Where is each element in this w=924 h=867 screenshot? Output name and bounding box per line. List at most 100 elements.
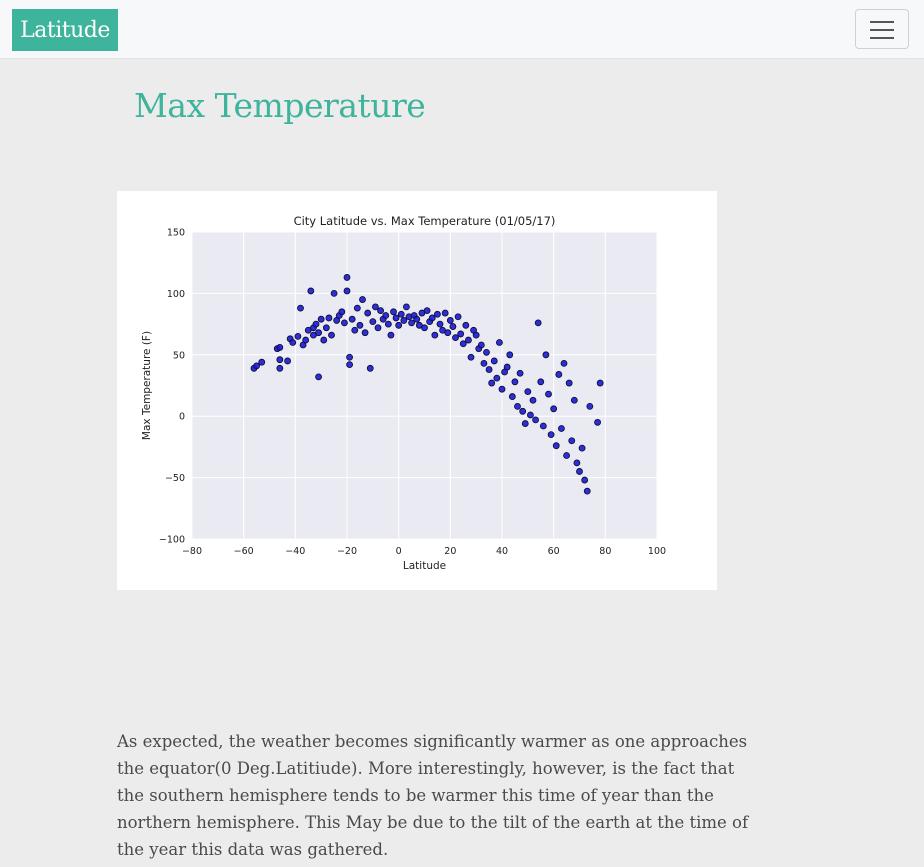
data-point (413, 315, 421, 323)
data-point (330, 290, 338, 297)
data-point (346, 361, 353, 369)
data-point (485, 366, 493, 373)
data-point (480, 359, 488, 367)
brand-link[interactable]: Latitude (12, 9, 118, 51)
navbar: Latitude (0, 0, 924, 59)
data-point (317, 315, 325, 323)
data-point (361, 329, 369, 337)
menu-toggle-button[interactable] (855, 9, 909, 49)
data-point (454, 313, 462, 321)
data-point (578, 444, 586, 452)
y-tick-label: −50 (165, 473, 185, 484)
data-point (322, 324, 330, 332)
data-point (444, 329, 452, 337)
data-point (449, 323, 457, 330)
data-point (408, 319, 415, 327)
data-point (431, 331, 439, 339)
data-point (284, 357, 291, 365)
data-point (403, 303, 410, 311)
data-point (496, 339, 503, 346)
data-point (527, 411, 534, 419)
data-point (297, 304, 304, 312)
data-point (586, 402, 594, 410)
data-point (377, 307, 384, 314)
data-point (539, 422, 547, 430)
data-point (570, 396, 578, 404)
x-tick-label: −60 (234, 546, 254, 557)
y-tick-label: −100 (159, 535, 185, 546)
data-point (529, 396, 537, 404)
data-point (581, 476, 589, 484)
data-point (348, 315, 356, 323)
data-point (423, 307, 431, 314)
data-point (560, 359, 568, 367)
data-point (253, 362, 260, 370)
data-point (452, 334, 459, 342)
x-axis-label: Latitude (403, 560, 446, 572)
data-point (493, 374, 501, 382)
data-point (397, 310, 405, 318)
data-point (490, 357, 498, 365)
x-tick-label: 100 (648, 546, 666, 557)
data-point (421, 324, 428, 332)
data-point (382, 312, 390, 319)
data-point (472, 331, 480, 339)
data-point (498, 385, 506, 393)
data-point (563, 452, 570, 459)
data-point (552, 442, 560, 450)
data-point (372, 303, 379, 311)
data-point (441, 309, 449, 317)
x-tick-label: −20 (337, 546, 357, 557)
plot-area (192, 232, 657, 539)
data-point (576, 468, 583, 475)
data-point (428, 314, 436, 322)
page-title: Max Temperature (134, 86, 426, 125)
grid (191, 231, 658, 540)
data-point (436, 320, 444, 328)
data-point (545, 390, 552, 398)
data-point (568, 437, 576, 445)
data-point (276, 344, 284, 351)
data-point (565, 379, 573, 387)
data-point (555, 371, 563, 378)
x-tick-label: 20 (444, 546, 456, 557)
scatter-chart: −80 −60 −40 −20 0 20 40 60 80 100 −100 −50 0 50 100 150… (141, 214, 666, 572)
data-point (508, 393, 516, 400)
data-point (446, 317, 454, 324)
data-point (338, 308, 346, 316)
data-point (534, 319, 542, 327)
x-tick-label: −40 (285, 546, 305, 557)
data-point (346, 353, 353, 361)
data-point (524, 388, 532, 396)
y-tick-label: 150 (167, 228, 185, 239)
data-point (307, 287, 315, 295)
data-point (514, 402, 521, 410)
data-point (390, 308, 397, 316)
chart-card: −80 −60 −40 −20 0 20 40 60 80 100 −100 −50 0 50 100 150… (117, 191, 717, 590)
data-point (537, 378, 545, 386)
data-point (392, 314, 400, 322)
x-tick-label: 80 (599, 546, 611, 557)
data-point (503, 363, 511, 371)
axis-ticks: −80 −60 −40 −20 0 20 40 60 80 100 −100 −50 0 50 100 150 (159, 228, 666, 558)
data-point (341, 319, 348, 327)
data-point (434, 310, 441, 318)
data-point (395, 321, 403, 329)
data-point (532, 416, 539, 424)
data-point (550, 405, 558, 413)
data-point (384, 320, 392, 328)
data-point (558, 425, 565, 432)
x-tick-label: 0 (396, 546, 402, 557)
data-point (343, 274, 351, 281)
data-point (457, 330, 465, 338)
data-point (387, 331, 395, 339)
data-point (477, 341, 485, 349)
data-point (462, 321, 470, 329)
data-point (459, 340, 467, 348)
data-point (506, 351, 514, 359)
data-point (374, 324, 382, 332)
data-point (583, 487, 591, 495)
x-tick-label: 40 (496, 546, 508, 557)
data-point (343, 287, 351, 295)
data-point (594, 418, 601, 426)
